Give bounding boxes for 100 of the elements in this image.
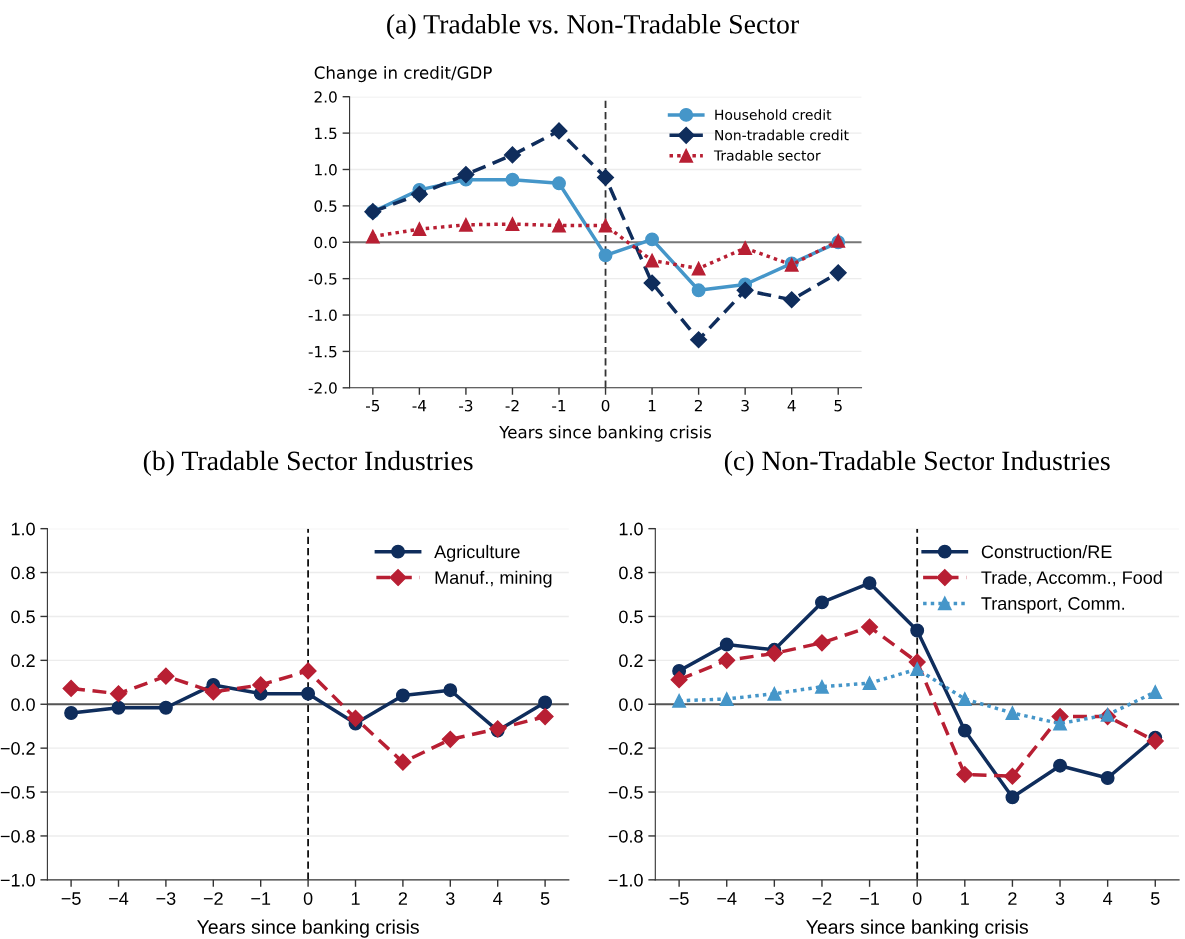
x-tick-label: −3 — [156, 892, 176, 905]
point — [157, 667, 175, 685]
x-tick-label: 5 — [1150, 892, 1160, 905]
x-tick-label: 2 — [1008, 892, 1017, 905]
y-tick-label: -1.0 — [308, 309, 337, 322]
point — [552, 218, 566, 233]
y-tick-label: 0.8 — [11, 566, 35, 580]
y-tick-label: −0.5 — [0, 785, 35, 799]
x-tick-label: −4 — [109, 892, 129, 905]
point — [158, 700, 173, 715]
point — [957, 692, 972, 706]
x-tick-label: 1 — [961, 892, 969, 905]
x-tick-label: −1 — [251, 892, 271, 905]
y-tick-label: −1.0 — [0, 873, 35, 887]
x-tick-label: −5 — [669, 892, 689, 905]
legend-label: Non-tradable credit — [715, 129, 849, 141]
point — [64, 706, 79, 720]
point — [441, 730, 459, 748]
point — [691, 261, 706, 276]
point — [1053, 716, 1067, 731]
point — [457, 166, 475, 184]
x-tick-label: 3 — [445, 892, 455, 905]
point — [719, 692, 734, 706]
x-axis-title: Years since banking crisis — [499, 425, 712, 442]
x-tick-label: 0 — [912, 892, 922, 905]
y-axis-title: Change in credit/GDP — [314, 66, 492, 83]
point — [910, 623, 925, 638]
point — [765, 644, 783, 662]
point — [410, 185, 428, 203]
x-tick-label: -5 — [365, 400, 380, 412]
y-tick-label: -1.5 — [308, 346, 337, 358]
point — [109, 685, 128, 703]
point — [767, 686, 782, 701]
x-tick-label: -4 — [412, 400, 427, 412]
point — [738, 241, 753, 256]
y-tick-label: -2.0 — [308, 382, 337, 394]
point — [550, 122, 568, 140]
point — [395, 688, 410, 703]
x-tick-label: 4 — [1103, 892, 1113, 905]
legend-label: Tradable sector — [713, 149, 821, 161]
point — [957, 723, 972, 738]
x-tick-label: 5 — [834, 400, 842, 412]
legend-label: Agriculture — [434, 544, 520, 562]
point — [505, 172, 520, 187]
y-tick-label: 0.8 — [619, 566, 643, 580]
y-tick-label: 2.0 — [314, 91, 337, 103]
point — [252, 676, 270, 694]
point — [691, 283, 706, 298]
y-tick-label: 0.2 — [619, 654, 643, 668]
x-tick-label: 4 — [787, 400, 796, 412]
chart-title: (c) Non-Tradable Sector Industries — [724, 450, 1110, 476]
y-tick-label: 1.0 — [11, 522, 35, 536]
point — [719, 637, 734, 652]
x-tick-label: 0 — [303, 892, 313, 905]
legend-label: Household credit — [715, 109, 832, 120]
point — [1100, 707, 1115, 722]
x-axis-title: Years since banking crisis — [806, 919, 1028, 938]
legend-label: Construction/RE — [981, 544, 1112, 559]
point — [538, 695, 553, 710]
y-tick-label: 0.0 — [11, 698, 35, 711]
point — [645, 253, 660, 268]
point — [536, 707, 554, 726]
x-tick-label: 0 — [601, 399, 610, 412]
x-tick-label: −5 — [61, 892, 81, 905]
point — [62, 679, 80, 697]
point — [862, 676, 877, 691]
point — [412, 222, 427, 237]
point — [1148, 685, 1163, 699]
x-tick-label: -2 — [505, 399, 519, 412]
y-tick-label: 1.0 — [315, 163, 337, 176]
point — [670, 671, 688, 689]
y-tick-label: −0.2 — [608, 742, 643, 755]
x-tick-label: −4 — [717, 892, 737, 905]
y-tick-label: 0.0 — [619, 698, 643, 711]
legend-label: Trade, Accomm., Food — [981, 570, 1162, 587]
point — [505, 217, 520, 232]
point — [598, 248, 613, 263]
x-tick-label: 1 — [351, 892, 360, 905]
x-tick-label: 5 — [540, 892, 550, 905]
x-tick-label: 3 — [741, 399, 749, 412]
point — [1005, 706, 1020, 720]
point — [598, 218, 613, 233]
point — [1146, 732, 1164, 750]
chart-title: (b) Tradable Sector Industries — [143, 450, 473, 476]
point — [690, 331, 708, 349]
point — [1053, 758, 1067, 773]
x-tick-label: −1 — [860, 892, 879, 905]
point — [299, 662, 317, 680]
point — [645, 232, 660, 247]
point — [829, 264, 847, 282]
point — [301, 686, 316, 701]
x-tick-label: −2 — [203, 892, 223, 905]
y-tick-label: −1.0 — [608, 873, 643, 887]
point — [783, 291, 801, 309]
legend-label: Manuf., mining — [435, 570, 552, 588]
x-tick-label: 2 — [398, 892, 408, 905]
point — [861, 618, 879, 636]
point — [813, 634, 831, 652]
x-tick-label: 3 — [1055, 892, 1065, 905]
point — [458, 217, 473, 232]
